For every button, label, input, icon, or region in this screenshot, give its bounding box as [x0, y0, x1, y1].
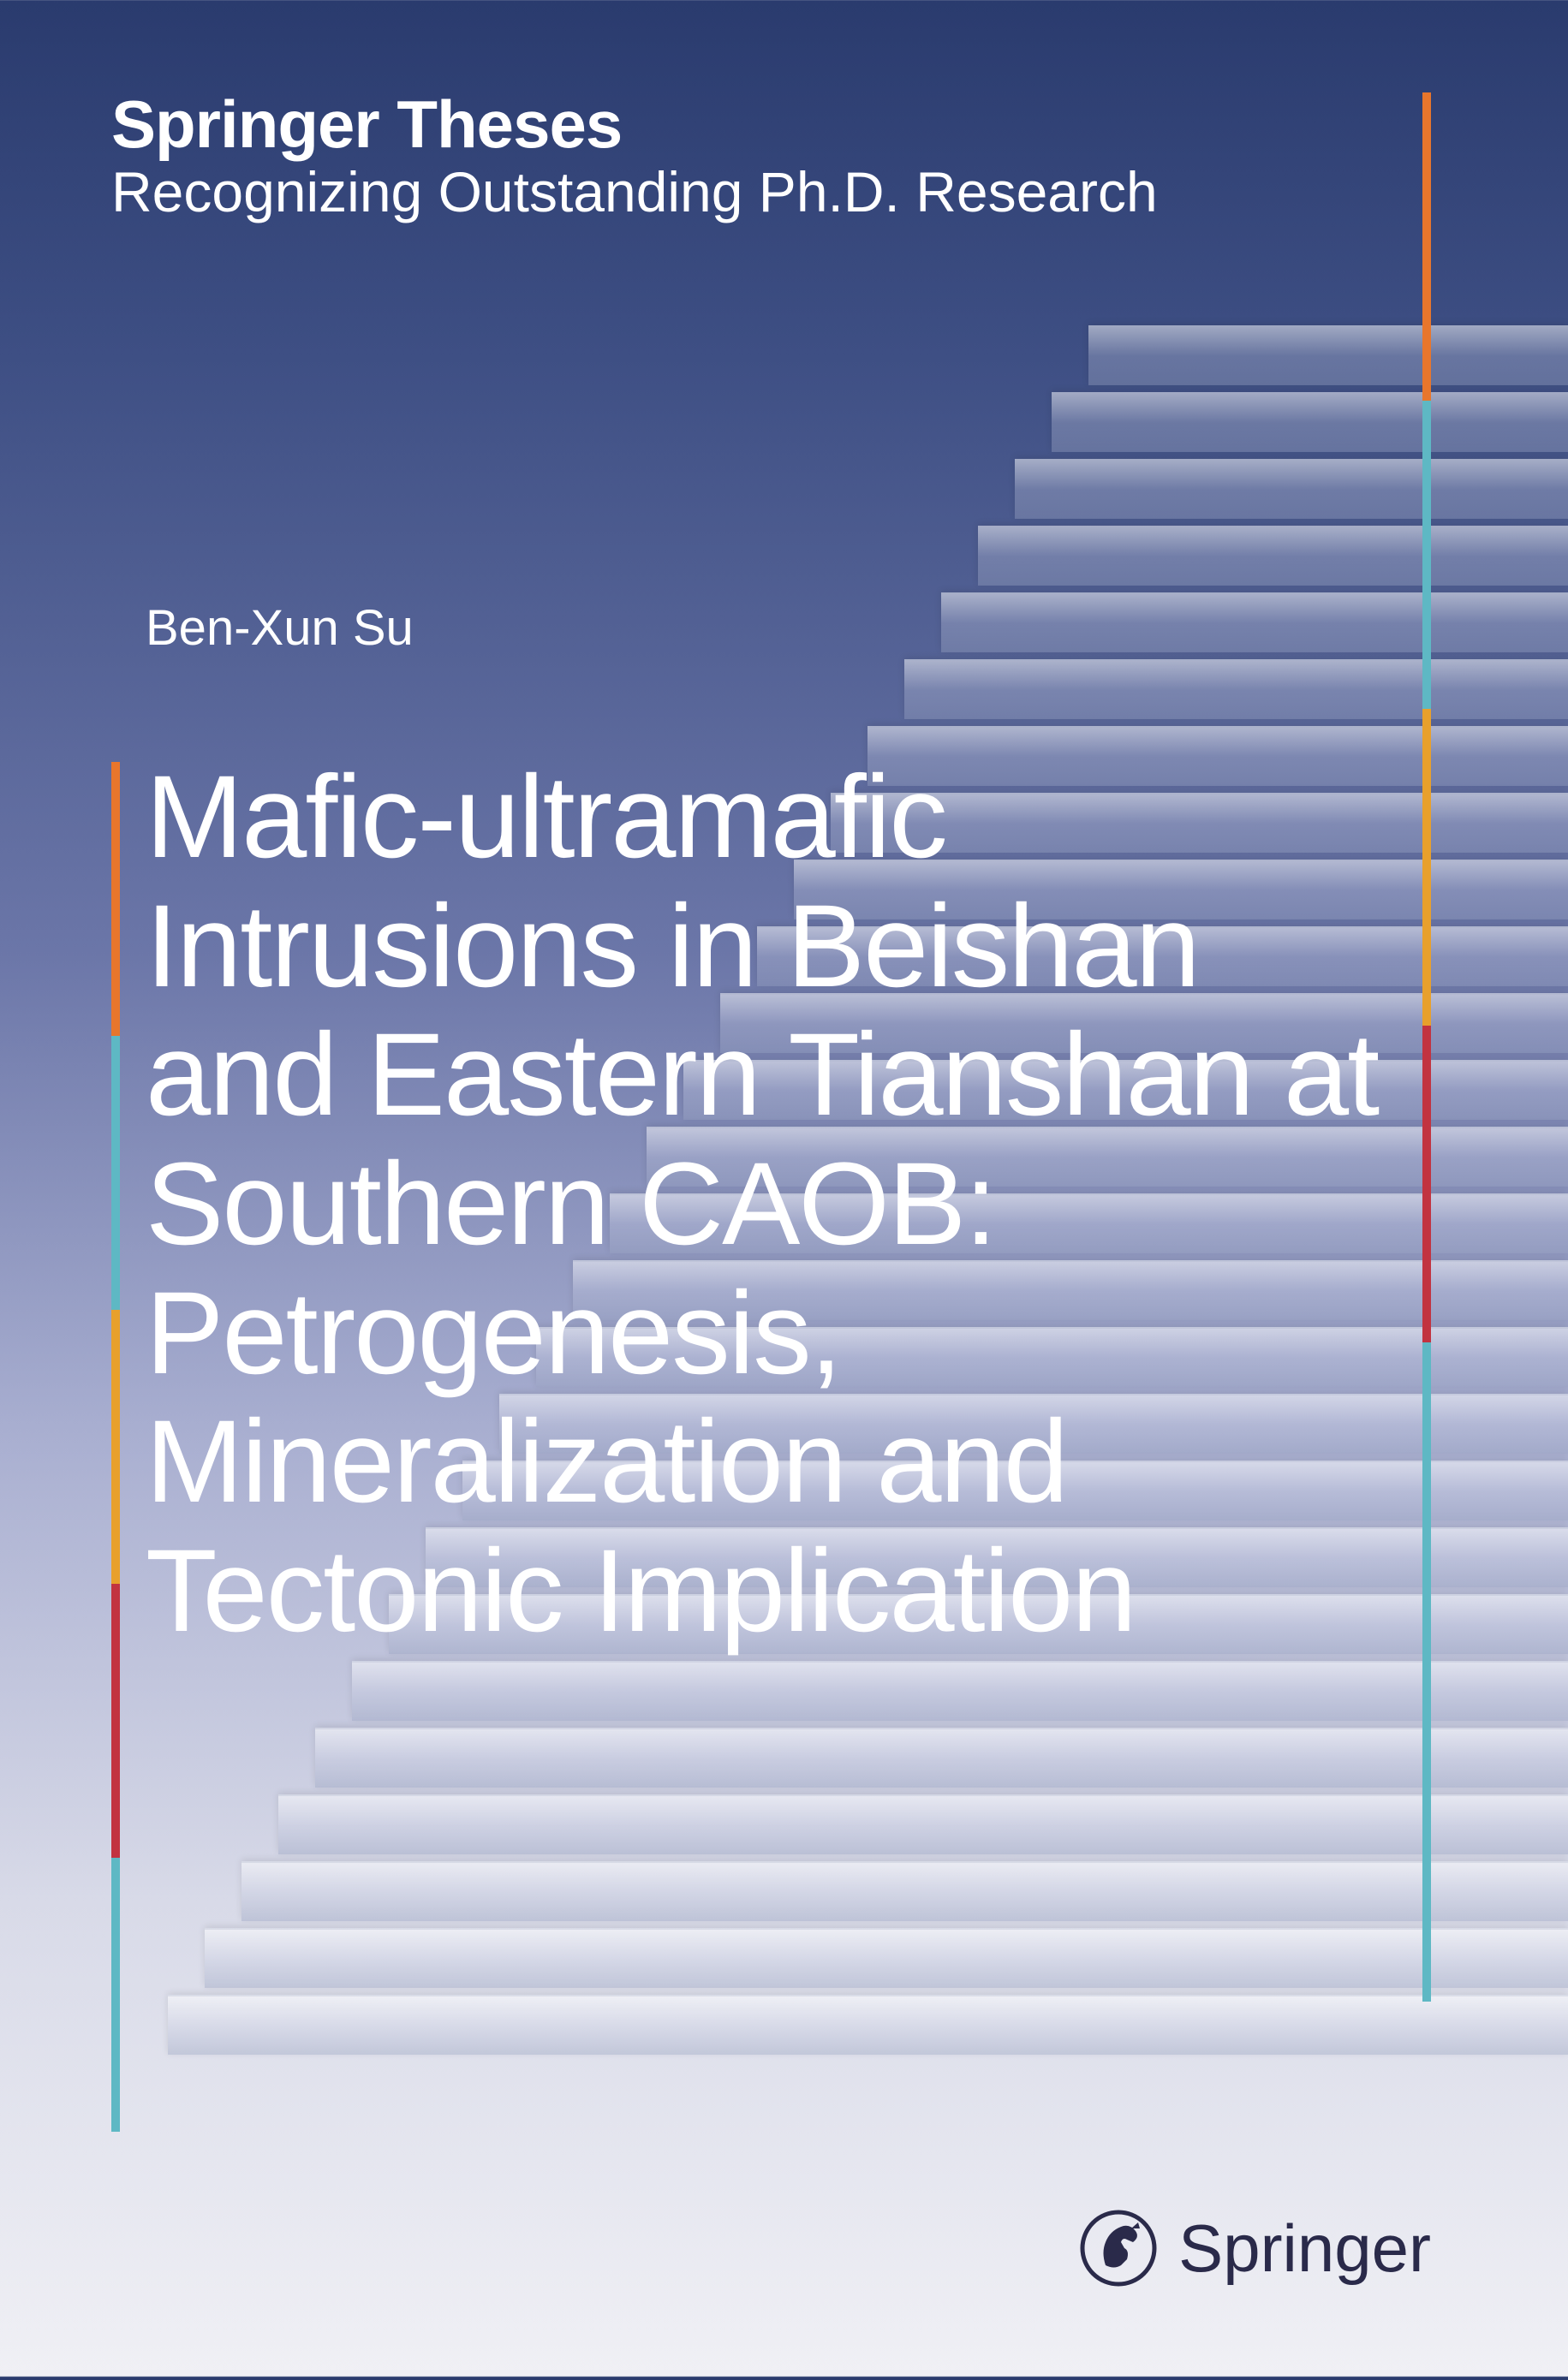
- color-segment: [111, 1036, 120, 1310]
- color-bar-right: [1422, 92, 1431, 2002]
- stair-step: [352, 1661, 1568, 1721]
- color-segment: [1422, 1026, 1431, 1342]
- springer-horse-icon: [1080, 2201, 1157, 2295]
- stair-step: [978, 526, 1568, 586]
- color-segment: [1422, 92, 1431, 401]
- color-segment: [1422, 709, 1431, 1026]
- stair-step: [168, 1995, 1568, 2055]
- stair-step: [1088, 325, 1568, 385]
- color-bar-left: [111, 762, 120, 2132]
- color-segment: [1422, 1342, 1431, 2002]
- author-name: Ben-Xun Su: [146, 599, 414, 657]
- color-segment: [111, 1858, 120, 2132]
- series-title: Springer Theses: [111, 86, 1158, 164]
- color-segment: [111, 762, 120, 1036]
- stair-step: [904, 659, 1568, 719]
- stair-step: [315, 1728, 1568, 1788]
- stair-step: [941, 592, 1568, 652]
- stair-step: [278, 1794, 1568, 1854]
- publisher-block: Springer: [1080, 2201, 1431, 2295]
- series-subtitle: Recognizing Outstanding Ph.D. Research: [111, 159, 1158, 224]
- series-header: Springer Theses Recognizing Outstanding …: [111, 86, 1158, 224]
- color-segment: [111, 1310, 120, 1584]
- stair-step: [1052, 392, 1568, 452]
- stair-step: [205, 1928, 1568, 1988]
- color-segment: [1422, 401, 1431, 709]
- book-title: Mafic-ultramafic Intrusions in Beishan a…: [146, 753, 1413, 1657]
- stair-step: [241, 1861, 1568, 1921]
- publisher-name: Springer: [1178, 2210, 1431, 2288]
- stair-step: [1015, 459, 1568, 519]
- color-segment: [111, 1584, 120, 1858]
